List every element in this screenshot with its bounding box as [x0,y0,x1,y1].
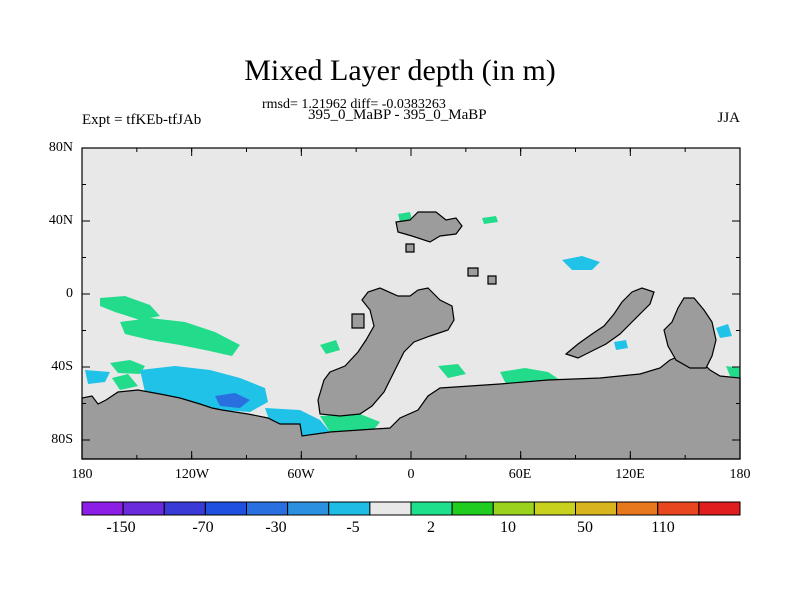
colorbar-label: 50 [577,519,593,536]
anomaly-patch [215,393,250,408]
x-tick-label: 60W [287,467,315,482]
small-island-c [487,275,497,285]
anomaly-patch [726,366,740,378]
anomaly-patch [438,364,466,378]
anomaly-patch [614,340,628,350]
experiment-label: Expt = tfKEb-tfJAb [82,112,202,128]
anomaly-patch [562,256,600,270]
colorbar-swatch [698,501,741,516]
colorbar-swatch [575,501,618,516]
eastern-peninsula [564,287,655,359]
anomaly-patch [112,374,138,390]
colorbar-swatch [533,501,576,516]
colorbar-swatch [122,501,165,516]
colorbar-swatch [246,501,289,516]
anomaly-patch [320,414,380,432]
chart-title: Mixed Layer depth (in m) [244,54,556,87]
x-tick-label: 180 [71,467,93,482]
colorbar-swatch [204,501,247,516]
x-tick-label: 180 [729,467,751,482]
case-label: 395_0_MaBP - 395_0_MaBP [308,107,487,123]
anomaly-patch [100,296,160,320]
colorbar-label: -150 [106,519,136,536]
anomaly-patch [482,216,498,224]
rmsd-diff-label: rmsd= 1.21962 diff= -0.0383263 [262,97,446,112]
colorbar-swatch [451,501,494,516]
anomaly-patch [716,324,732,338]
small-island-a [405,243,415,253]
colorbar-label: 110 [651,519,675,536]
anomaly-patch [320,340,340,354]
anomaly-patch [120,318,240,356]
north-landmass [395,211,463,243]
y-tick-label: 0 [66,286,73,301]
anomaly-patch [398,212,412,222]
colorbar-swatch [81,501,124,516]
x-tick-label: 120W [174,467,210,482]
y-tick-label: 80S [51,432,73,447]
colorbar-swatch [410,501,453,516]
colorbar-label: 2 [427,519,435,536]
south-america [317,287,455,417]
colorbar [81,501,741,516]
x-tick-label: 60E [508,467,532,482]
colorbar-swatch [287,501,330,516]
colorbar-swatch [492,501,535,516]
colorbar-swatch [657,501,700,516]
colorbar-label: -30 [265,519,287,536]
axis-ticks [81,147,741,459]
anomaly-patch [110,360,145,374]
colorbar-label: -70 [192,519,214,536]
season-label: JJA [717,110,740,126]
land-masses [81,211,741,460]
colorbar-swatch [163,501,206,516]
colorbar-label: -5 [346,519,360,536]
colorbar-swatch [328,501,371,516]
colorbar-swatch [369,501,412,516]
anomaly-patch [85,370,110,384]
colorbar-label: 10 [500,519,516,536]
small-island-b [467,267,479,277]
x-tick-label: 120E [615,467,645,482]
x-tick-label: 0 [407,467,415,482]
island-west [351,313,365,329]
y-tick-label: 40N [48,213,73,228]
y-tick-label: 40S [51,359,73,374]
y-tick-label: 80N [48,140,73,155]
colorbar-swatch [616,501,659,516]
eastern-continent [663,297,717,369]
